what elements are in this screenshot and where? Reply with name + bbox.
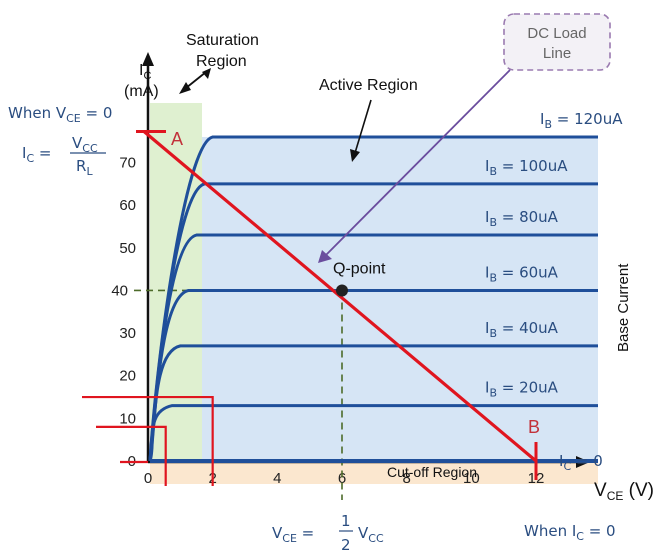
- y-axis-title: IC: [139, 62, 151, 82]
- active-region-label: Active Region: [319, 77, 418, 94]
- svg-text:VCC: VCC: [358, 524, 384, 545]
- y-tick-label: 20: [119, 368, 136, 385]
- when-ic-zero-label: When IC = 0: [524, 522, 616, 543]
- saturation-region-label-2: Region: [196, 53, 247, 70]
- active-region-fill: [202, 137, 598, 461]
- cutoff-region-label: Cut-off Region: [387, 464, 477, 480]
- curve-label: IB = 40uA: [485, 319, 559, 340]
- saturation-arrow: [179, 68, 211, 94]
- region-fills: [150, 103, 598, 484]
- svg-text:1: 1: [341, 512, 351, 530]
- dc-load-line: [136, 129, 538, 480]
- saturation-region-label: Saturation: [186, 32, 259, 49]
- svg-text:RL: RL: [76, 157, 93, 178]
- when-vce-zero-label: When VCE = 0: [8, 104, 112, 125]
- vce-formula: VCE = 1 2 VCC: [272, 512, 384, 554]
- svg-text:2: 2: [341, 536, 351, 554]
- svg-text:VCE =: VCE =: [272, 524, 314, 545]
- saturation-region-fill: [150, 103, 202, 461]
- x-tick-label: 8: [402, 470, 410, 487]
- curve-label: IC = 0: [559, 452, 603, 473]
- svg-text:VCC: VCC: [72, 134, 98, 155]
- curve-label: IB = 100uA: [485, 157, 568, 178]
- base-current-labels: IB = 120uA IB = 100uA IB = 80uA IB = 60uA IB…: [485, 110, 623, 473]
- saturation-box-large: [82, 395, 214, 486]
- y-axis-arrowhead: [142, 52, 154, 66]
- y-tick-label: 60: [119, 197, 136, 214]
- y-tick-label: 30: [119, 325, 136, 342]
- x-tick-label: 4: [273, 470, 281, 487]
- saturation-boxes: [82, 395, 214, 486]
- x-axis-title: VCE (V): [594, 480, 654, 503]
- cutoff-region-fill: [150, 461, 598, 484]
- q-point-label: Q-point: [333, 260, 386, 277]
- y-axis-unit: (mA): [124, 83, 159, 100]
- curve-label: IB = 120uA: [540, 110, 623, 131]
- x-tick-label: 10: [463, 470, 480, 487]
- dc-load-line-arrow: [318, 69, 511, 263]
- active-region-arrow: [350, 99, 372, 162]
- load-line: [142, 130, 538, 463]
- y-tick-label: 40: [111, 282, 128, 299]
- svg-text:Line: Line: [543, 45, 571, 62]
- svg-text:IC =: IC =: [22, 144, 51, 165]
- y-tick-label: 50: [119, 240, 136, 257]
- x-tick-label: 0: [144, 470, 152, 487]
- ic-formula: IC = VCC RL: [22, 134, 106, 178]
- point-a-label: A: [171, 129, 183, 149]
- y-tick-label: 70: [119, 155, 136, 172]
- right-axis-title: Base Current: [615, 263, 632, 352]
- x-tick-label: 6: [338, 470, 346, 487]
- curve-label: IB = 20uA: [485, 379, 559, 400]
- key-points: Q-point A B: [171, 129, 540, 437]
- q-point-marker: [336, 284, 348, 297]
- point-b-label: B: [528, 417, 540, 437]
- curve-label: IB = 80uA: [485, 208, 559, 229]
- svg-text:DC Load: DC Load: [527, 25, 586, 42]
- saturation-box-small: [96, 425, 167, 486]
- y-tick-label: 10: [119, 410, 136, 427]
- dc-load-line-callout: DC Load Line: [503, 13, 611, 71]
- curve-label: IB = 60uA: [485, 263, 559, 284]
